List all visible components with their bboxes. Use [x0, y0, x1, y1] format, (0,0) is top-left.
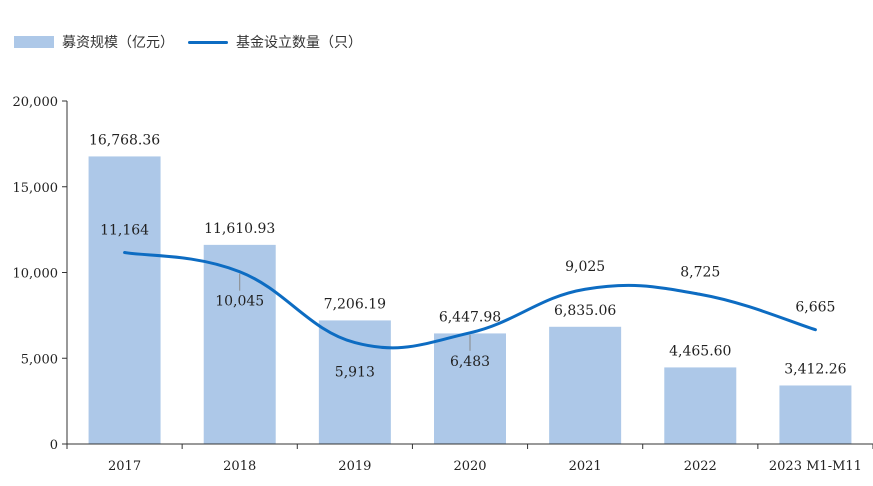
x-tick-label: 2022 [684, 459, 717, 474]
axes-group: 0 5,000 10,000 15,000 20,000 2017 2018 2019 2020… [13, 95, 873, 474]
bar-2020 [434, 333, 506, 444]
legend-line-label: 基金设立数量（只） [236, 35, 362, 51]
bar-2021 [549, 326, 622, 444]
legend-bar-swatch [14, 36, 54, 48]
line-group [123, 251, 817, 350]
line-data-label: 11,164 [100, 223, 149, 239]
legend-bar-label: 募资规模（亿元） [62, 35, 174, 51]
legend-line-swatch [188, 40, 228, 44]
line-data-label: 6,665 [795, 300, 835, 316]
x-tick-label: 2020 [453, 459, 486, 474]
bars-group [88, 156, 852, 445]
bar-data-label: 7,206.19 [324, 296, 386, 312]
y-tick-label: 0 [50, 438, 58, 453]
x-tick-label: 2018 [223, 459, 256, 474]
bar-2017 [88, 156, 161, 445]
x-tick-label: 2019 [338, 459, 371, 474]
line-series-fund-count [123, 251, 817, 350]
legend-item-bar: 募资规模（亿元） [14, 32, 174, 52]
legend: 募资规模（亿元） 基金设立数量（只） [14, 32, 362, 52]
line-data-label: 5,913 [335, 365, 375, 381]
bar-2019 [318, 320, 391, 444]
line-data-label: 9,025 [565, 259, 605, 275]
bar-data-label: 3,412.26 [784, 361, 846, 377]
y-tick-label: 5,000 [21, 352, 58, 367]
bar-data-label: 6,447.98 [439, 309, 501, 325]
bar-data-label: 4,465.60 [669, 343, 731, 359]
bar-data-label: 11,610.93 [204, 221, 275, 237]
x-tick-label: 2021 [569, 459, 602, 474]
bar-2022 [664, 367, 737, 444]
legend-item-line: 基金设立数量（只） [188, 32, 362, 52]
x-tick-label: 2017 [108, 459, 141, 474]
line-data-label: 6,483 [450, 354, 490, 370]
y-tick-label: 15,000 [13, 181, 59, 196]
bar-2023 M1-M11 [779, 385, 852, 444]
y-tick-label: 20,000 [13, 95, 59, 110]
bar-data-label: 16,768.36 [89, 132, 160, 148]
bar-data-label: 6,835.06 [554, 303, 616, 319]
x-tick-label: 2023 M1-M11 [769, 459, 862, 474]
line-data-label: 10,045 [215, 294, 264, 310]
labels-group: 16,768.36 11,610.93 7,206.19 6,447.98 6,835.… [89, 132, 847, 380]
y-tick-label: 10,000 [13, 267, 59, 282]
line-data-label: 8,725 [680, 264, 720, 280]
